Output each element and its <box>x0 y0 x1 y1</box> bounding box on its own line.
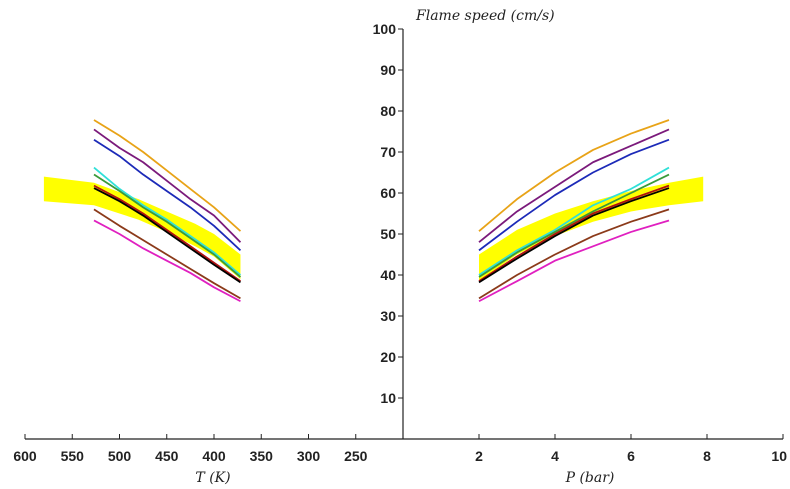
y-tick-label: 10 <box>380 390 396 406</box>
right-series-line-4 <box>478 166 670 276</box>
left-uncertainty-band <box>43 176 241 280</box>
y-tick-label: 20 <box>380 349 396 365</box>
right-series-line-6 <box>478 184 670 282</box>
y-axis-title: Flame speed (cm/s) <box>415 8 555 24</box>
right-series-line-8 <box>478 208 670 300</box>
right-series-line-2 <box>478 128 670 243</box>
left-x-tick-label: 450 <box>155 448 179 464</box>
y-tick-label: 60 <box>380 185 396 201</box>
y-tick-label: 80 <box>380 103 396 119</box>
y-tick-label: 40 <box>380 267 396 283</box>
left-series-line-5 <box>93 173 242 278</box>
right-x-tick-label: 6 <box>627 448 635 464</box>
left-series-line-7 <box>93 187 241 284</box>
left-x-tick-label: 350 <box>250 448 274 464</box>
y-tick-label: 70 <box>380 144 396 160</box>
right-x-tick-label: 2 <box>475 448 483 464</box>
left-series-line-1 <box>93 119 242 232</box>
uncertainty-bands <box>43 176 704 282</box>
left-x-tick-label: 550 <box>61 448 85 464</box>
right-series-line-1 <box>478 119 670 232</box>
right-series-line-9 <box>478 219 670 303</box>
left-x-tick-label: 500 <box>108 448 132 464</box>
right-series-line-3 <box>478 138 670 252</box>
left-x-tick-label: 250 <box>344 448 368 464</box>
left-series-line-9 <box>93 219 241 303</box>
right-series-line-7 <box>478 187 670 284</box>
left-series-line-3 <box>93 138 242 252</box>
y-tick-label: 30 <box>380 308 396 324</box>
left-x-tick-label: 600 <box>13 448 37 464</box>
left-series-line-2 <box>93 128 242 243</box>
series-lines <box>93 119 670 303</box>
right-uncertainty-band <box>479 176 704 282</box>
right-x-tick-label: 4 <box>551 448 559 464</box>
axes: 10 20 30 40 50 60 70 80 90 100 600 550 500 450 400 350 3… <box>13 21 787 464</box>
right-series-line-5 <box>478 173 670 278</box>
right-x-axis-title: P (bar) <box>565 470 615 486</box>
left-x-tick-label: 300 <box>297 448 321 464</box>
left-x-tick-label: 400 <box>202 448 226 464</box>
right-x-tick-label: 10 <box>771 448 787 464</box>
left-x-axis-title: T (K) <box>195 470 230 486</box>
y-tick-label: 100 <box>373 21 397 37</box>
y-tick-label: 50 <box>380 226 396 242</box>
left-series-line-8 <box>93 208 241 300</box>
left-series-line-4 <box>93 166 242 276</box>
right-x-tick-label: 8 <box>703 448 711 464</box>
y-tick-label: 90 <box>380 62 396 78</box>
left-series-line-6 <box>93 184 241 282</box>
